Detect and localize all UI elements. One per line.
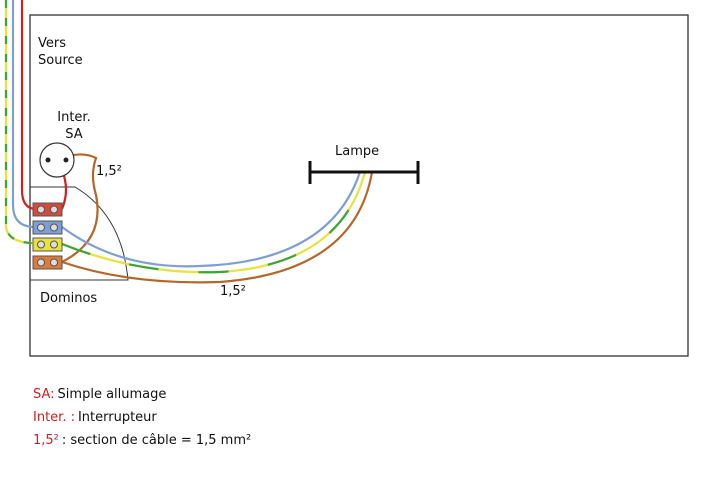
legend-item: 1,5²: section de câble = 1,5 mm² bbox=[33, 433, 251, 448]
label: 1,5² bbox=[220, 284, 246, 299]
wire-lamp-earth-stripe bbox=[61, 171, 367, 274]
lamp bbox=[308, 161, 420, 184]
label: Lampe bbox=[335, 144, 379, 159]
label: Dominos bbox=[40, 291, 97, 306]
wire-earth-stripe bbox=[4, 0, 36, 245]
label: Vers bbox=[38, 36, 66, 51]
switch bbox=[39, 142, 75, 178]
wire-phase bbox=[20, 0, 36, 211]
legend-key: SA: bbox=[33, 387, 55, 402]
wires bbox=[4, 0, 374, 284]
switch-terminal bbox=[45, 157, 51, 163]
label: Inter. bbox=[57, 110, 90, 125]
legend-item: Inter. : Interrupteur bbox=[33, 410, 157, 425]
label: Source bbox=[38, 53, 83, 68]
label: SA bbox=[65, 127, 82, 142]
dominos-area bbox=[30, 186, 129, 281]
wire-lamp-earth bbox=[61, 171, 367, 274]
switch-terminal bbox=[63, 157, 69, 163]
domino-blocks bbox=[32, 202, 63, 270]
legend-key: Inter. : bbox=[33, 410, 75, 425]
legend-item: SA: Simple allumage bbox=[33, 387, 166, 402]
wire-neutral bbox=[11, 0, 34, 229]
legend-key: 1,5² bbox=[33, 433, 59, 448]
wire-lamp-phase bbox=[61, 171, 374, 284]
room-outline bbox=[29, 14, 689, 357]
wire-return bbox=[56, 153, 99, 263]
legend-text: Interrupteur bbox=[78, 410, 157, 425]
legend-text: Simple allumage bbox=[58, 387, 167, 402]
label: 1,5² bbox=[96, 164, 122, 179]
wire-lamp-neutral bbox=[61, 171, 362, 268]
legend-text: : section de câble = 1,5 mm² bbox=[62, 433, 251, 448]
